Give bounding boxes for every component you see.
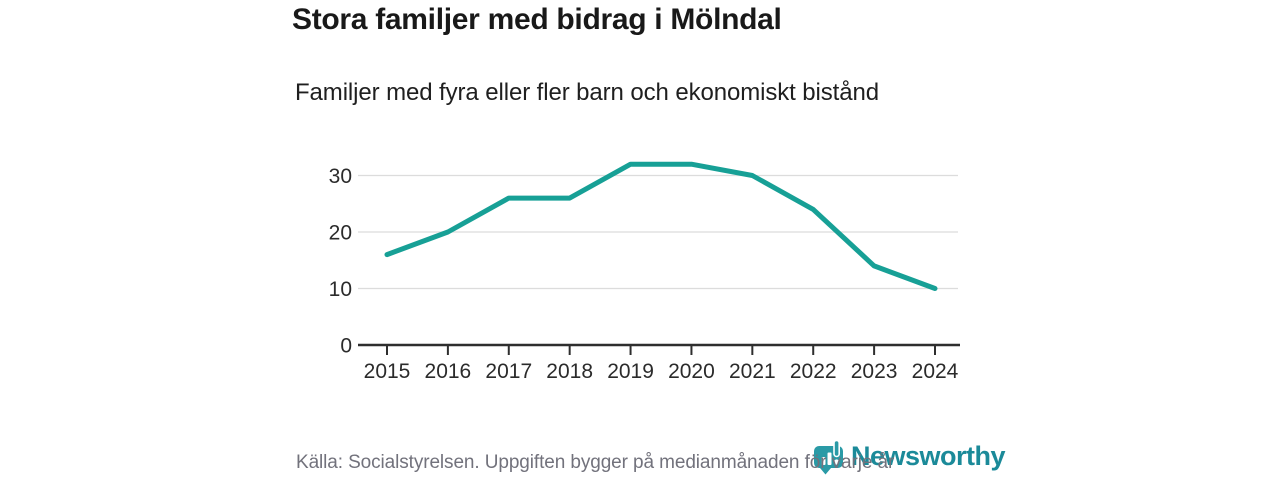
plot-area: 0 10 20 30 2015 2016 2017 2018 2019 2020 2021 2022 2… (320, 145, 980, 395)
chart-title: Stora familjer med bidrag i Mölndal (292, 3, 782, 36)
x-tick-label: 2019 (607, 360, 654, 383)
x-tick-label: 2018 (546, 360, 593, 383)
y-tick-label: 30 (329, 165, 352, 188)
y-tick-label: 20 (329, 222, 352, 245)
x-tick-label: 2024 (912, 360, 959, 383)
x-tick-label: 2017 (485, 360, 532, 383)
line-chart-svg: 0 10 20 30 2015 2016 2017 2018 2019 2020 2021 2022 2… (329, 161, 960, 383)
x-tick-label: 2021 (729, 360, 776, 383)
newsworthy-wordmark: Newsworthy (851, 441, 1006, 471)
source-note: Källa: Socialstyrelsen. Uppgiften bygger… (296, 452, 895, 473)
newsworthy-shield-barchart-icon (814, 439, 843, 475)
x-tick-label: 2022 (790, 360, 837, 383)
x-tick-label: 2023 (851, 360, 898, 383)
data-line (384, 161, 938, 291)
x-tick-label: 2020 (668, 360, 715, 383)
x-tick-label: 2016 (425, 360, 472, 383)
y-tick-label: 10 (329, 278, 352, 301)
chart-subtitle: Familjer med fyra eller fler barn och ek… (295, 79, 879, 106)
x-tick-label: 2015 (364, 360, 411, 383)
y-tick-label: 0 (340, 335, 352, 358)
newsworthy-logo: Newsworthy (812, 439, 1006, 477)
